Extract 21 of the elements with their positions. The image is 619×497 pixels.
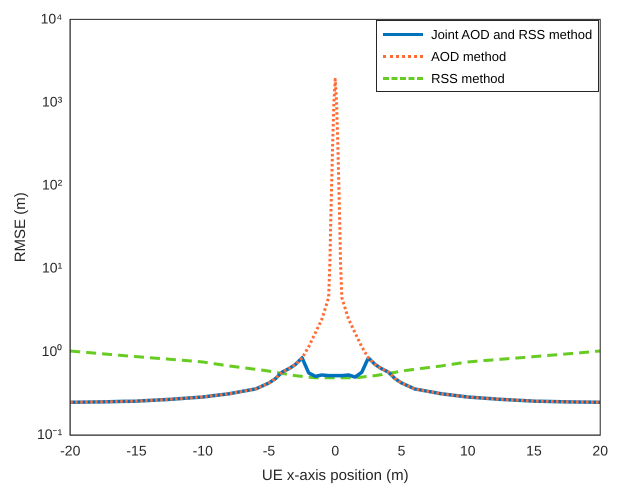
x-tick-label: 10 xyxy=(460,442,476,458)
y-tick-label: 10¹ xyxy=(42,260,63,276)
x-tick-label: -15 xyxy=(126,442,147,458)
y-axis-title: RMSE (m) xyxy=(12,192,30,262)
y-tick-label: 10³ xyxy=(42,93,63,110)
legend-label: Joint AOD and RSS method xyxy=(431,26,592,42)
y-tick-label: 10⁴ xyxy=(40,10,62,26)
y-tick-label: 10⁻¹ xyxy=(37,426,63,442)
x-tick-label: -5 xyxy=(262,442,276,458)
x-tick-label: 0 xyxy=(331,442,340,458)
y-tick-label: 10² xyxy=(42,176,63,193)
x-tick-label: 5 xyxy=(398,442,406,458)
legend-label: RSS method xyxy=(431,70,505,86)
x-tick-label: 20 xyxy=(592,442,608,458)
x-axis-title: UE x-axis position (m) xyxy=(262,467,409,484)
line-series xyxy=(70,349,600,380)
y-tick-label: 10⁰ xyxy=(42,342,62,359)
x-tick-label: 15 xyxy=(526,442,542,458)
x-tick-label: -10 xyxy=(192,442,214,458)
legend-label: AOD method xyxy=(431,48,506,64)
x-tick-label: -20 xyxy=(60,442,81,458)
